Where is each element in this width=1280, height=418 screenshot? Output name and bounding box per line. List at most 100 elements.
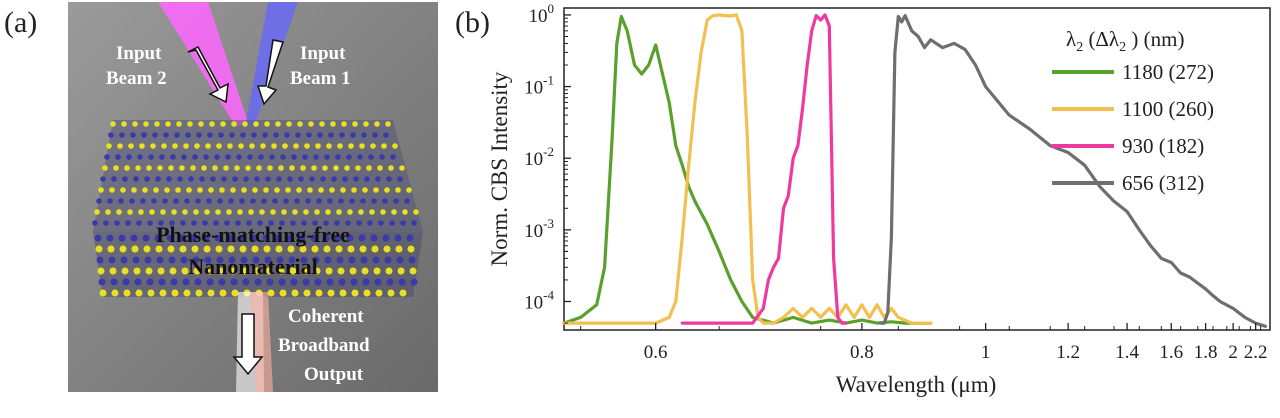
atom xyxy=(153,187,159,193)
atom xyxy=(169,220,175,226)
atom xyxy=(201,165,207,171)
atom xyxy=(225,154,231,160)
atom xyxy=(384,256,392,264)
atom xyxy=(335,154,341,160)
atom xyxy=(373,187,379,193)
atom xyxy=(265,267,273,275)
atom xyxy=(327,198,333,204)
atom xyxy=(375,176,381,182)
atom xyxy=(367,220,373,226)
atom xyxy=(174,132,180,138)
atom xyxy=(217,267,225,275)
atom xyxy=(370,143,376,149)
atom xyxy=(264,121,270,127)
atom xyxy=(300,256,308,264)
atom xyxy=(198,121,204,127)
atom xyxy=(334,234,342,242)
atom xyxy=(156,256,164,264)
atom xyxy=(325,209,331,215)
atom xyxy=(289,267,297,275)
atom xyxy=(170,154,176,160)
atom xyxy=(155,245,163,253)
atom xyxy=(280,154,286,160)
atom xyxy=(159,154,165,160)
legend-title-end: ) (nm) xyxy=(1126,27,1184,51)
atom xyxy=(170,278,178,286)
atom xyxy=(349,267,357,275)
atom xyxy=(278,165,284,171)
atom xyxy=(337,267,345,275)
atom xyxy=(135,289,143,297)
atom xyxy=(377,165,383,171)
atom xyxy=(161,143,167,149)
atom xyxy=(100,176,106,182)
atom xyxy=(267,289,275,297)
atom xyxy=(372,256,380,264)
atom xyxy=(168,165,174,171)
atom xyxy=(147,220,153,226)
atom xyxy=(303,209,309,215)
atom xyxy=(152,132,158,138)
atom xyxy=(324,256,332,264)
atom xyxy=(219,289,227,297)
atom xyxy=(249,143,255,149)
atom xyxy=(216,143,222,149)
atom xyxy=(242,121,248,127)
atom xyxy=(223,165,229,171)
atom xyxy=(322,234,330,242)
atom xyxy=(329,187,335,193)
atom xyxy=(235,220,241,226)
y-tick-exp: -4 xyxy=(543,287,554,302)
atom xyxy=(160,209,166,215)
atom xyxy=(121,267,129,275)
atom xyxy=(316,198,322,204)
atom xyxy=(265,176,271,182)
atom xyxy=(295,132,301,138)
atom xyxy=(342,176,348,182)
x-axis-ticks: 0.6 0.8 1 1.2 1.4 1.6 1.8 2 2.2 xyxy=(580,323,1268,363)
x-tick-label: 2.2 xyxy=(1244,342,1268,363)
series-line-4 xyxy=(879,14,1268,328)
atom xyxy=(169,267,177,275)
atom xyxy=(347,209,353,215)
atom xyxy=(122,278,130,286)
atom xyxy=(400,220,406,226)
atom xyxy=(278,278,286,286)
atom xyxy=(246,220,252,226)
atom xyxy=(124,165,130,171)
atom xyxy=(216,256,224,264)
atom xyxy=(397,267,405,275)
atom xyxy=(140,198,146,204)
atom xyxy=(276,256,284,264)
atom xyxy=(247,154,253,160)
atom xyxy=(205,267,213,275)
atom xyxy=(148,154,154,160)
atom xyxy=(334,220,340,226)
atom xyxy=(190,165,196,171)
atom xyxy=(117,143,123,149)
atom xyxy=(132,121,138,127)
atom xyxy=(312,256,320,264)
atom xyxy=(197,187,203,193)
atom xyxy=(385,267,393,275)
atom xyxy=(173,198,179,204)
atom xyxy=(203,154,209,160)
atom xyxy=(214,154,220,160)
atom xyxy=(257,220,263,226)
legend-label: 1100 (260) xyxy=(1122,97,1214,121)
atom xyxy=(97,267,105,275)
atom xyxy=(311,165,317,171)
atom xyxy=(226,209,232,215)
atom xyxy=(353,176,359,182)
atom xyxy=(142,234,150,242)
atom xyxy=(360,256,368,264)
atom xyxy=(359,245,367,253)
atom xyxy=(322,165,328,171)
atom xyxy=(315,143,321,149)
atom xyxy=(251,132,257,138)
atom xyxy=(163,132,169,138)
atom xyxy=(393,198,399,204)
y-tick-base: 10 xyxy=(529,6,548,27)
atom xyxy=(190,234,198,242)
atom xyxy=(157,267,165,275)
